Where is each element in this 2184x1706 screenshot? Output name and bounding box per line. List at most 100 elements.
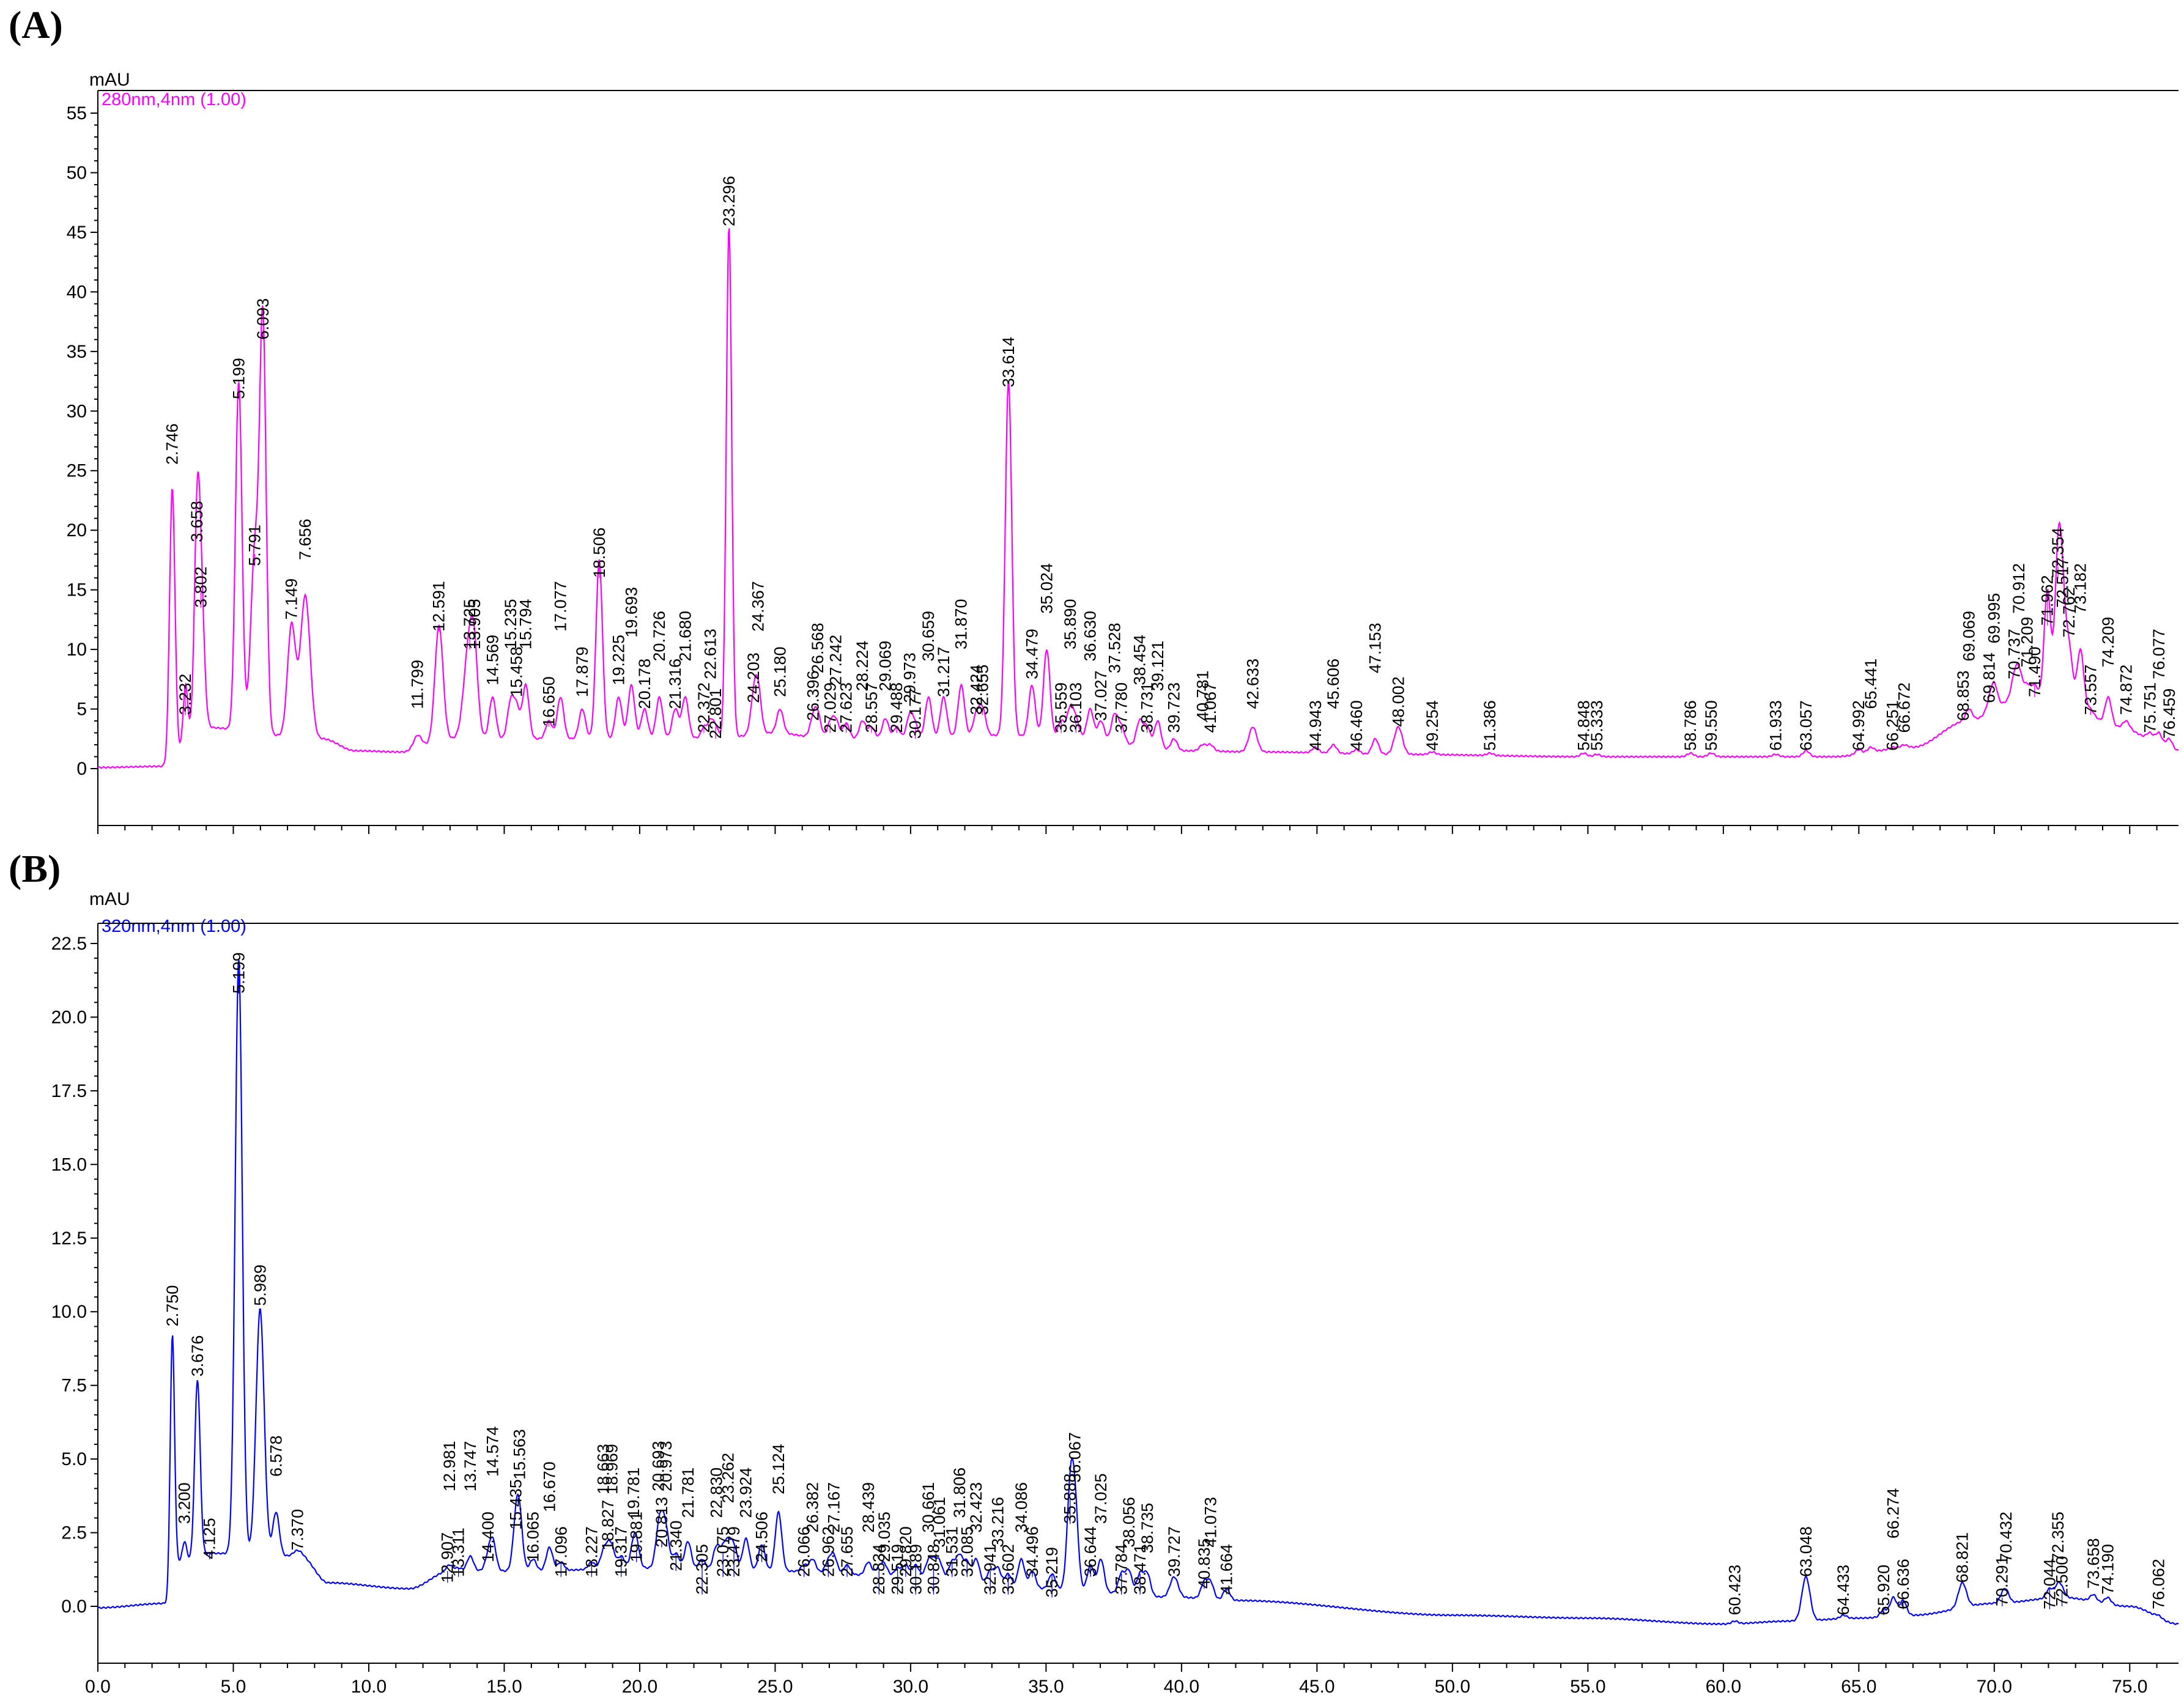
panel-a-letter: (A) xyxy=(9,3,63,46)
peak-label: 19.781 xyxy=(624,1468,643,1518)
peak-label: 69.995 xyxy=(1985,593,2004,644)
peak-label: 40.835 xyxy=(1195,1538,1213,1589)
peak-label: 39.723 xyxy=(1165,682,1183,733)
peak-label: 20.813 xyxy=(653,1497,671,1548)
panel-b-y-ticks: 0.0 2.5 5.0 7.5 10.0 12.5 15.0 17.5 20.0 22.5 xyxy=(51,934,98,1617)
peak-label: 73.557 xyxy=(2081,665,2100,715)
peak-label: 59.550 xyxy=(1702,700,1720,751)
peak-label: 40.781 xyxy=(1193,670,1212,721)
peak-label: 7.656 xyxy=(296,519,314,560)
x-tick-label: 15.0 xyxy=(486,1677,522,1697)
peak-label: 63.048 xyxy=(1797,1526,1815,1577)
peak-label: 32.655 xyxy=(974,665,992,715)
peak-label: 24.506 xyxy=(753,1512,771,1562)
peak-label: 16.650 xyxy=(540,676,558,727)
y-tick-label: 10 xyxy=(67,640,87,660)
peak-label: 76.062 xyxy=(2149,1559,2167,1609)
peak-label: 35.219 xyxy=(1043,1547,1061,1598)
peak-label: 45.606 xyxy=(1324,659,1342,709)
peak-label: 64.992 xyxy=(1849,700,1868,751)
x-tick-label: 20.0 xyxy=(622,1677,657,1697)
panel-b: (B) mAU 320nm,4nm (1.00) 0.0 2.5 5.0 7.5 10.… xyxy=(9,847,2179,1697)
peak-label: 70.432 xyxy=(1997,1512,2015,1562)
peak-label: 39.121 xyxy=(1149,641,1167,692)
peak-label: 18.827 xyxy=(599,1500,617,1551)
peak-label: 72.355 xyxy=(2049,1512,2067,1562)
peak-label: 12.591 xyxy=(430,581,448,632)
peak-label: 22.305 xyxy=(693,1544,711,1595)
y-tick-label: 35 xyxy=(67,342,87,362)
peak-label: 15.458 xyxy=(508,646,526,697)
y-tick-label: 15 xyxy=(67,580,87,600)
peak-label: 29.035 xyxy=(875,1512,894,1562)
peak-label: 15.235 xyxy=(502,599,520,649)
peak-label: 33.602 xyxy=(999,1544,1017,1595)
y-tick-label: 15.0 xyxy=(51,1154,87,1175)
y-tick-label: 30 xyxy=(67,401,87,421)
peak-label: 13.311 xyxy=(450,1527,468,1577)
peak-label: 18.227 xyxy=(582,1526,601,1577)
peak-label: 12.907 xyxy=(439,1532,457,1583)
peak-label: 27.655 xyxy=(838,1526,856,1577)
peak-label: 28.224 xyxy=(853,641,872,692)
peak-label: 12.981 xyxy=(440,1441,459,1492)
peak-label: 24.367 xyxy=(749,581,767,632)
panel-a-peak-labels: 2.746 3.232 3.658 3.802 5.199 5.791 6.093 7.149… xyxy=(163,176,2178,751)
peak-label: 3.658 xyxy=(188,501,206,542)
peak-label: 37.025 xyxy=(1092,1474,1110,1524)
peak-label: 14.574 xyxy=(484,1426,502,1477)
x-tick-label: 0.0 xyxy=(85,1677,111,1697)
peak-label: 27.242 xyxy=(827,635,845,685)
peak-label: 48.002 xyxy=(1389,676,1407,727)
peak-label: 70.912 xyxy=(2010,563,2028,614)
peak-label: 19.317 xyxy=(612,1526,631,1577)
peak-label: 19.693 xyxy=(622,587,640,638)
peak-label: 38.454 xyxy=(1130,635,1149,685)
peak-label: 76.077 xyxy=(2150,629,2168,679)
peak-label: 7.370 xyxy=(288,1509,306,1551)
peak-label: 29.519 xyxy=(889,1544,907,1595)
peak-label: 38.056 xyxy=(1120,1497,1138,1548)
peak-label: 15.794 xyxy=(517,599,535,649)
panel-a-trace-label: 280nm,4nm (1.00) xyxy=(102,90,246,109)
peak-label: 76.459 xyxy=(2160,689,2178,739)
peak-label: 26.382 xyxy=(804,1482,822,1533)
peak-label: 66.636 xyxy=(1894,1559,1912,1609)
peak-label: 74.209 xyxy=(2099,617,2117,668)
peak-label: 66.251 xyxy=(1884,700,1902,751)
y-tick-label: 45 xyxy=(67,223,87,243)
peak-label: 68.853 xyxy=(1954,670,1972,721)
panel-a-y-ticks: 0 5 10 15 20 25 30 35 40 45 50 55 xyxy=(67,103,98,779)
peak-label: 32.085 xyxy=(958,1526,976,1577)
peak-label: 34.086 xyxy=(1012,1482,1031,1533)
peak-label: 26.396 xyxy=(804,670,822,721)
peak-label: 23.479 xyxy=(725,1526,743,1577)
peak-label: 30.177 xyxy=(906,689,925,739)
peak-label: 35.890 xyxy=(1061,599,1079,649)
peak-label: 18.969 xyxy=(602,1444,621,1494)
peak-label: 26.066 xyxy=(795,1526,813,1577)
peak-label: 33.216 xyxy=(988,1497,1007,1548)
peak-label: 64.433 xyxy=(1834,1565,1853,1616)
x-tick-label: 35.0 xyxy=(1028,1677,1064,1697)
peak-label: 24.203 xyxy=(744,652,763,703)
x-tick-label: 70.0 xyxy=(1977,1677,2012,1697)
peak-label: 29.820 xyxy=(897,1526,915,1577)
x-tick-label: 75.0 xyxy=(2112,1677,2147,1697)
peak-label: 29.069 xyxy=(876,641,895,692)
peak-label: 66.274 xyxy=(1884,1488,1903,1539)
x-tick-label: 55.0 xyxy=(1570,1677,1605,1697)
peak-label: 27.167 xyxy=(824,1482,843,1533)
peak-label: 65.920 xyxy=(1875,1565,1893,1616)
peak-label: 38.731 xyxy=(1138,682,1157,733)
peak-label: 72.762 xyxy=(2060,587,2078,638)
peak-label: 60.423 xyxy=(1726,1565,1744,1616)
y-tick-label: 22.5 xyxy=(51,934,87,954)
y-tick-label: 7.5 xyxy=(61,1376,87,1396)
peak-label: 5.989 xyxy=(251,1265,269,1306)
peak-label: 37.528 xyxy=(1105,622,1123,673)
peak-label: 18.506 xyxy=(590,528,609,578)
peak-label: 21.340 xyxy=(667,1521,685,1571)
y-tick-label: 10.0 xyxy=(51,1302,87,1322)
